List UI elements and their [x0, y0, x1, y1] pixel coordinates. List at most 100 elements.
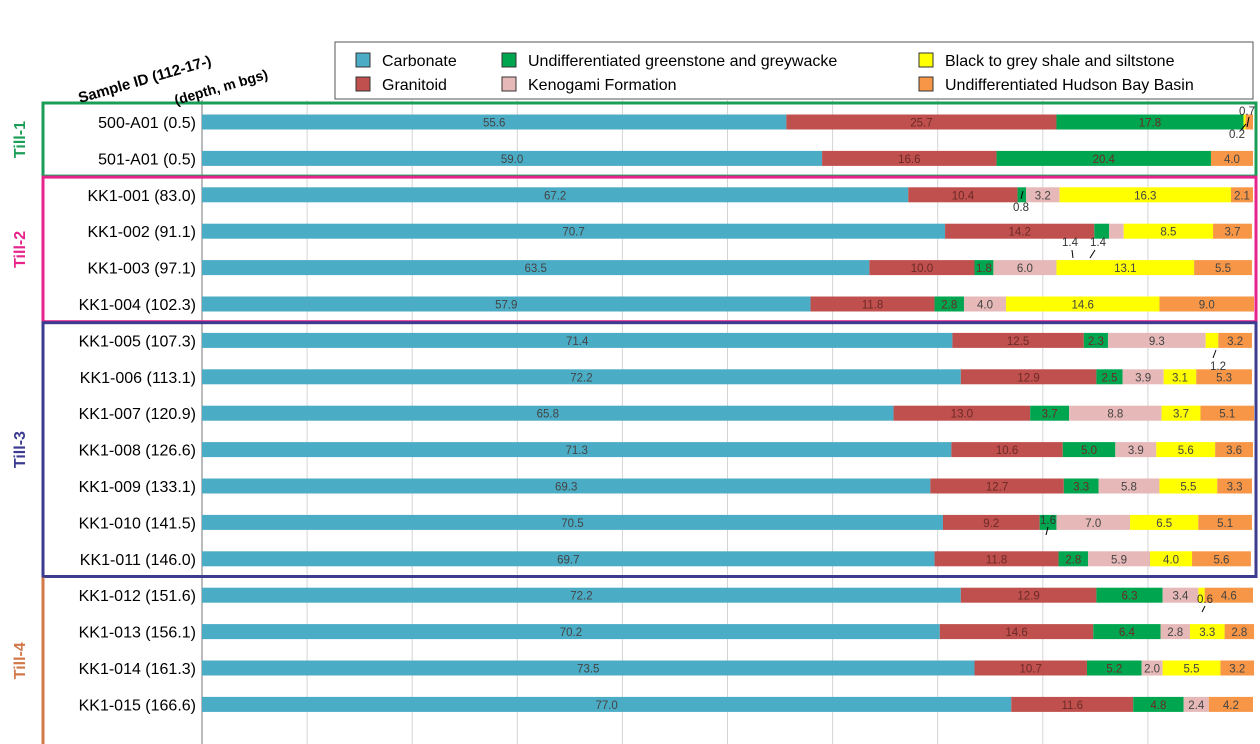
segment-label: 10.6	[996, 445, 1018, 457]
bar-segment	[1210, 150, 1253, 166]
bar-segment	[202, 442, 952, 458]
segment-label: 4.6	[1221, 591, 1237, 603]
bar-segment	[1025, 187, 1060, 203]
till-group-label: Till-3	[12, 431, 29, 468]
bar-segment	[1011, 696, 1134, 712]
segment-label: 4.0	[1224, 154, 1240, 166]
legend-label: Granitoid	[382, 77, 447, 94]
bar-segment	[1039, 514, 1057, 530]
bar-segment	[974, 660, 1087, 676]
bar-segment	[1141, 660, 1163, 676]
row-labels-layer: 500-A01 (0.5) 501-A01 (0.5) KK1-001 (83.0)…	[79, 115, 196, 714]
segment-label: 3.4	[1172, 591, 1189, 603]
callout-leader	[1212, 349, 1217, 359]
bar-segment	[1198, 587, 1205, 603]
segment-label: 3.3	[1073, 482, 1089, 494]
bar-segment	[960, 369, 1097, 385]
bar-segment	[993, 260, 1057, 276]
segment-label: 59.0	[501, 154, 523, 166]
bar-segment	[1218, 332, 1252, 348]
callout-label: 0.7	[1239, 106, 1255, 118]
bar-segment	[1161, 405, 1201, 421]
callout-leader	[1045, 526, 1049, 536]
callout-leader	[1201, 605, 1206, 613]
bar-segment	[1205, 332, 1219, 348]
segment-label: 73.5	[577, 664, 599, 676]
bar-segment	[202, 551, 935, 567]
bar-segment	[1083, 332, 1108, 348]
segment-label: 14.2	[1008, 227, 1030, 239]
bar-segment	[945, 223, 1095, 239]
bar-segment	[1189, 624, 1225, 640]
segment-label: 9.2	[983, 518, 999, 530]
bar-segment	[786, 114, 1057, 130]
legend-label: Black to grey shale and siltstone	[945, 53, 1175, 70]
bar-segment	[1208, 696, 1253, 712]
bar-segment	[1163, 369, 1197, 385]
segment-label: 3.1	[1172, 372, 1188, 384]
segment-label: 2.4	[1188, 700, 1205, 712]
segment-label: 3.3	[1227, 482, 1243, 494]
row-label: KK1-006 (113.1)	[80, 370, 196, 387]
bar-segment	[952, 332, 1084, 348]
segment-label: 8.8	[1107, 409, 1123, 421]
segment-label: 3.9	[1135, 372, 1151, 384]
segment-label: 5.1	[1219, 409, 1235, 421]
callouts-layer: 0.7 0.2 0.8 1.4 1.4 1.2 1.6 0.6	[1013, 106, 1255, 613]
bar-segment	[1224, 624, 1255, 640]
segment-label: 4.8	[1150, 700, 1166, 712]
segment-label: 4.0	[977, 300, 993, 312]
segment-label: 77.0	[595, 700, 617, 712]
bar-segment	[1156, 442, 1216, 458]
segment-label: 16.6	[898, 154, 920, 166]
segment-label: 5.5	[1215, 263, 1231, 275]
segment-label: 71.3	[565, 445, 587, 457]
segment-label: 14.6	[1005, 627, 1027, 639]
segment-label: 6.3	[1122, 591, 1138, 603]
bar-segment	[1063, 478, 1099, 494]
bar-segment	[202, 514, 943, 530]
callout-label: 1.4	[1062, 237, 1079, 249]
callout-leader	[1071, 249, 1074, 259]
segment-label: 70.5	[561, 518, 583, 530]
till-group-box	[41, 321, 1258, 579]
segment-label: 13.0	[951, 409, 973, 421]
bar-segment	[1159, 478, 1218, 494]
segment-label: 12.5	[1007, 336, 1029, 348]
segment-label: 65.8	[537, 409, 559, 421]
segment-label: 4.2	[1223, 700, 1239, 712]
segment-label: 2.5	[1102, 372, 1118, 384]
bar-segment	[202, 150, 823, 166]
segment-label: 70.2	[560, 627, 582, 639]
row-label: KK1-003 (97.1)	[87, 261, 196, 278]
bar-segment	[974, 260, 994, 276]
segment-label: 6.0	[1017, 263, 1033, 275]
segment-label: 5.5	[1180, 482, 1196, 494]
bar-segment	[1109, 223, 1124, 239]
row-label: KK1-002 (91.1)	[87, 224, 196, 241]
callout-label: 1.2	[1210, 361, 1226, 373]
bar-segment	[1098, 478, 1160, 494]
bar-segment	[1096, 369, 1123, 385]
bar-segment	[810, 296, 935, 312]
bar-segment	[202, 405, 894, 421]
bar-segment	[1150, 551, 1193, 567]
callout-leader	[1089, 249, 1096, 259]
bar-segment	[951, 442, 1063, 458]
legend-label: Carbonate	[382, 53, 457, 70]
row-label: KK1-009 (133.1)	[79, 479, 196, 496]
segment-label: 1.8	[976, 263, 992, 275]
bar-segment	[1200, 405, 1255, 421]
bar-segment	[1183, 696, 1209, 712]
segment-label: 2.1	[1234, 190, 1250, 202]
till-group-label: Till-4	[12, 642, 29, 679]
bar-segment	[1215, 442, 1253, 458]
row-label: KK1-007 (120.9)	[79, 406, 196, 423]
bar-segment	[934, 296, 964, 312]
segment-label: 69.7	[557, 554, 579, 566]
bar-segment	[1130, 514, 1199, 530]
row-label: KK1-015 (166.6)	[79, 697, 196, 714]
segment-label: 69.3	[555, 482, 577, 494]
bar-segment	[1123, 223, 1214, 239]
legend-swatch	[355, 52, 371, 68]
